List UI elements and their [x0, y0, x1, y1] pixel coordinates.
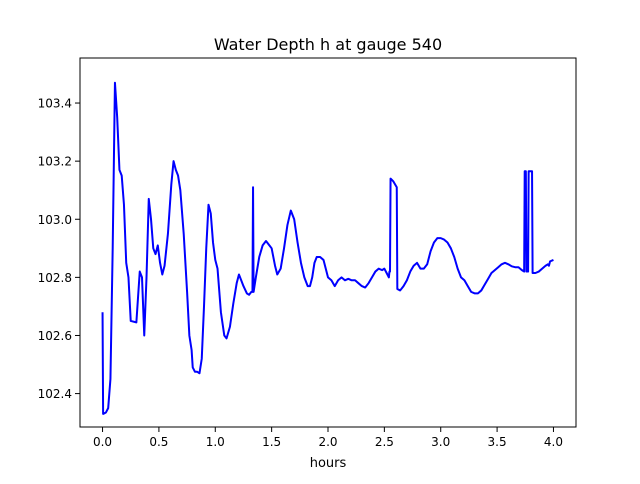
y-tick-label: 103.0 [38, 213, 72, 227]
y-tick-label: 102.6 [38, 329, 72, 343]
x-tick-label: 0.5 [149, 435, 168, 449]
chart-title: Water Depth h at gauge 540 [214, 35, 442, 54]
y-axis: 102.4 102.6 102.8 103.0 103.2 103.4 [38, 97, 80, 401]
x-tick-label: 1.0 [206, 435, 225, 449]
plot-area [101, 81, 554, 415]
x-tick-label: 2.0 [318, 435, 337, 449]
x-tick-label: 4.0 [544, 435, 563, 449]
y-tick-label: 102.4 [38, 387, 72, 401]
x-tick-label: 1.5 [262, 435, 281, 449]
y-tick-label: 102.8 [38, 271, 72, 285]
x-axis-label: hours [310, 456, 347, 471]
y-tick-label: 103.4 [38, 97, 72, 111]
x-tick-label: 2.5 [375, 435, 394, 449]
x-tick-label: 0.0 [93, 435, 112, 449]
x-axis: 0.0 0.5 1.0 1.5 2.0 2.5 3.0 3.5 4.0 [93, 427, 563, 449]
series-line-0 [101, 81, 554, 415]
y-tick-label: 103.2 [38, 155, 72, 169]
x-tick-label: 3.5 [488, 435, 507, 449]
x-tick-label: 3.0 [431, 435, 450, 449]
